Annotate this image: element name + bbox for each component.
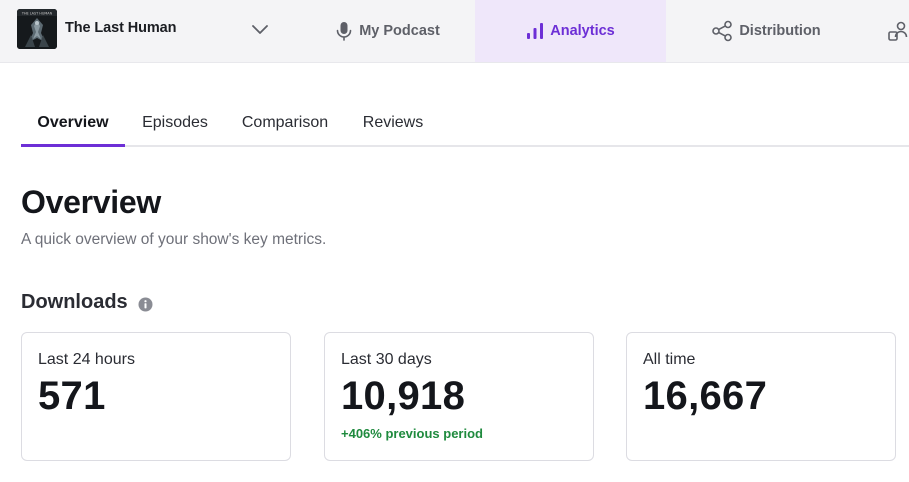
downloads-card-all-time: All time 16,667 (626, 332, 896, 461)
downloads-section-title: Downloads (21, 291, 128, 313)
downloads-card-last-24-hours: Last 24 hours 571 (21, 332, 291, 461)
bar-chart-icon (526, 22, 544, 40)
podcast-switcher[interactable]: THE LAST HUMAN The Last Human (0, 0, 292, 62)
page-subtitle: A quick overview of your show's key metr… (21, 231, 327, 248)
share-icon (711, 20, 733, 42)
podcast-name: The Last Human (65, 20, 177, 36)
tab-reviews[interactable]: Reviews (362, 114, 424, 131)
tab-overview[interactable]: Overview (21, 103, 125, 147)
card-label: All time (643, 351, 696, 368)
nav-tab-audience[interactable] (888, 0, 909, 62)
top-navigation: THE LAST HUMAN The Last Human My Podcast (0, 0, 909, 63)
info-icon[interactable] (138, 297, 153, 317)
tab-comparison[interactable]: Comparison (241, 114, 329, 131)
tab-episodes[interactable]: Episodes (142, 114, 208, 131)
page-title: Overview (21, 184, 161, 220)
card-change-indicator: +406% previous period (341, 426, 483, 441)
nav-tab-label: My Podcast (359, 23, 440, 39)
nav-tab-label: Analytics (550, 23, 615, 39)
microphone-icon (335, 21, 353, 41)
card-label: Last 24 hours (38, 351, 135, 368)
nav-tab-analytics[interactable]: Analytics (475, 0, 666, 62)
nav-tab-distribution[interactable]: Distribution (666, 0, 866, 62)
downloads-card-last-30-days: Last 30 days 10,918 +406% previous perio… (324, 332, 594, 461)
card-value: 16,667 (643, 374, 768, 418)
nav-tab-label: Distribution (739, 23, 821, 39)
podcast-cover-image: THE LAST HUMAN (17, 9, 57, 49)
nav-tab-my-podcast[interactable]: My Podcast (300, 0, 475, 62)
analytics-subtabs: Overview Episodes Comparison Reviews (21, 103, 909, 147)
card-value: 571 (38, 374, 106, 418)
card-value: 10,918 (341, 374, 466, 418)
card-label: Last 30 days (341, 351, 432, 368)
people-icon (888, 20, 909, 42)
chevron-down-icon[interactable] (250, 22, 270, 41)
svg-text:THE LAST HUMAN: THE LAST HUMAN (21, 11, 53, 15)
